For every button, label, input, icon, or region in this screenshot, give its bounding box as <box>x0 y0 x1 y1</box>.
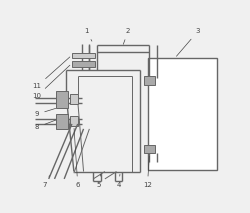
Bar <box>56 91 68 108</box>
Text: 1: 1 <box>84 28 92 41</box>
Bar <box>70 94 78 104</box>
Bar <box>148 58 217 170</box>
Text: 7: 7 <box>42 176 49 188</box>
Text: 3: 3 <box>176 28 200 56</box>
Bar <box>144 145 155 154</box>
Text: 4: 4 <box>116 174 120 188</box>
Bar <box>72 61 95 66</box>
Bar <box>144 76 155 85</box>
Text: 6: 6 <box>74 128 80 188</box>
Bar <box>56 114 68 129</box>
Text: 10: 10 <box>32 65 70 99</box>
Text: 9: 9 <box>35 108 56 117</box>
Bar <box>72 53 95 58</box>
Text: 2: 2 <box>123 28 130 44</box>
Text: 12: 12 <box>143 156 152 188</box>
Text: 11: 11 <box>32 57 70 89</box>
Text: 8: 8 <box>35 120 56 130</box>
Text: 5: 5 <box>97 174 101 188</box>
Bar <box>70 116 78 126</box>
